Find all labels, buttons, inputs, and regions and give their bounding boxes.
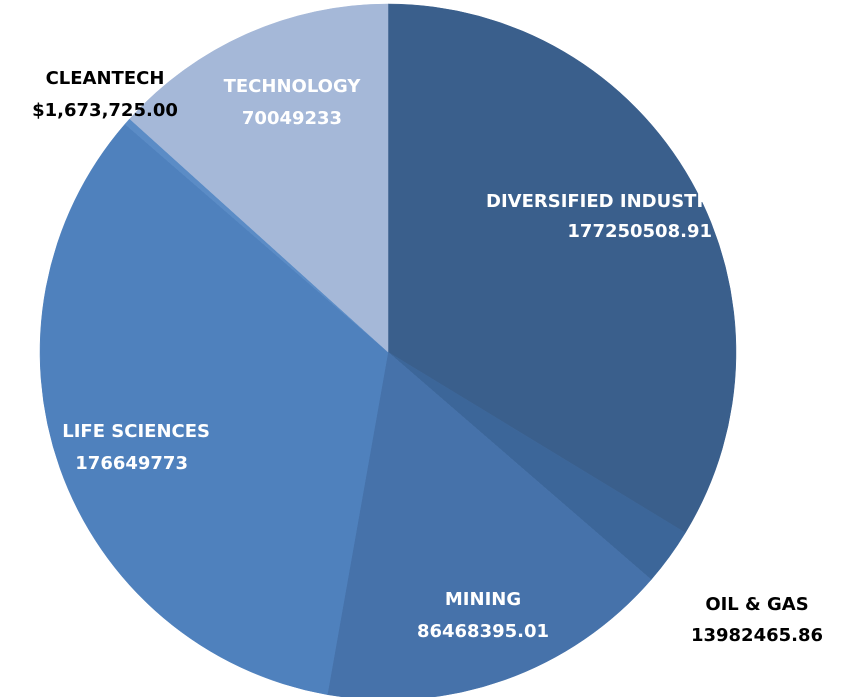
slice-label: CLEANTECH bbox=[46, 68, 165, 89]
slice-label: DIVERSIFIED INDUSTRIES bbox=[486, 191, 742, 212]
value-label: 70049233 bbox=[242, 108, 342, 129]
slice bbox=[39, 123, 389, 695]
labels: DIVERSIFIED INDUSTRIES 177250508.91 OIL & … bbox=[32, 68, 823, 646]
slice-label: MINING bbox=[445, 589, 521, 610]
slice bbox=[129, 3, 389, 353]
slice-label: LIFE SCIENCES bbox=[62, 421, 210, 442]
value-label: $1,673,725.00 bbox=[32, 100, 178, 121]
slice bbox=[327, 351, 652, 697]
slice bbox=[387, 3, 737, 534]
value-label: 13982465.86 bbox=[691, 625, 823, 646]
slices bbox=[39, 3, 737, 697]
slice-label: TECHNOLOGY bbox=[224, 76, 362, 97]
value-label: 176649773 bbox=[75, 453, 188, 474]
slice-label: OIL & GAS bbox=[705, 594, 808, 615]
value-label: 86468395.01 bbox=[417, 621, 549, 642]
value-label: 177250508.91 bbox=[567, 221, 712, 242]
